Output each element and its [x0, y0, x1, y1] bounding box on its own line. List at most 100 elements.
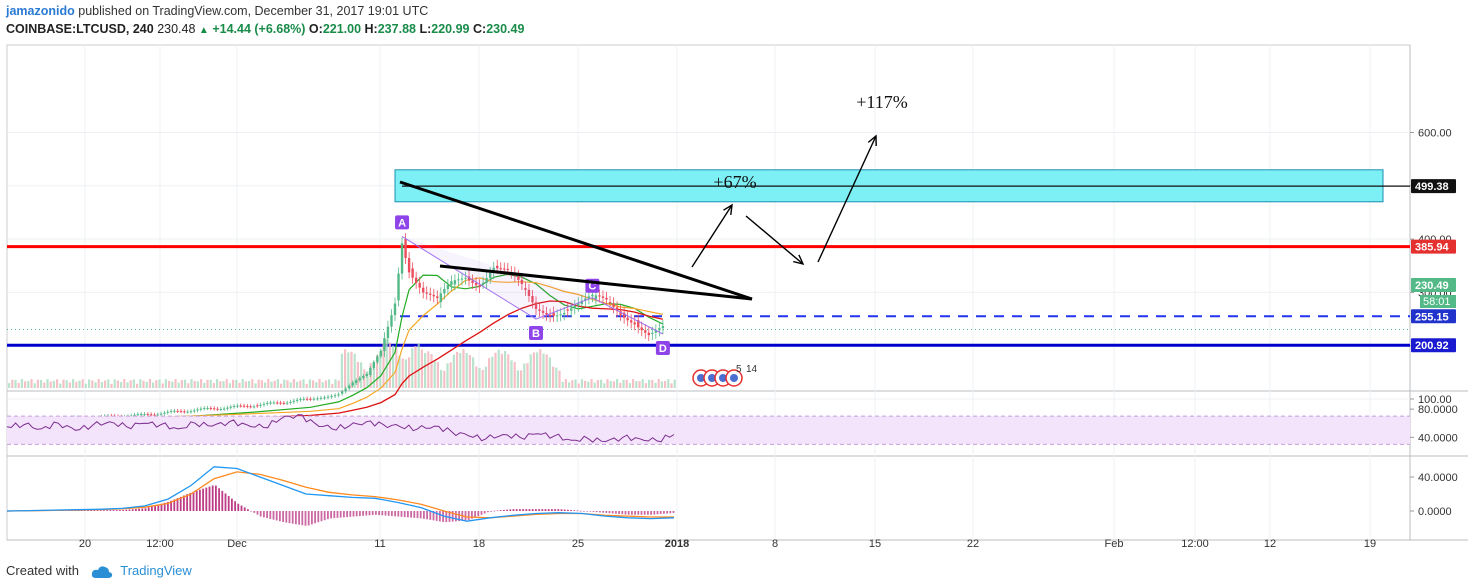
candle-body [330, 396, 333, 398]
macd-histogram-bar [189, 492, 192, 511]
macd-histogram-bar [221, 490, 224, 511]
candle-body [149, 414, 153, 416]
up-arrow-icon: ▲ [198, 25, 209, 36]
candle-body [130, 415, 133, 417]
candle-body [136, 414, 140, 416]
volume-bar [372, 361, 375, 388]
volume-bar [129, 380, 132, 388]
volume-bar [616, 379, 619, 388]
pattern-point-badge [529, 326, 543, 341]
volume-bar [228, 383, 231, 388]
macd-histogram-bar [173, 499, 176, 511]
macd-histogram-bar [365, 511, 368, 516]
macd-histogram-bar [144, 508, 147, 511]
candle-body [446, 284, 450, 289]
macd-histogram-bar [93, 510, 96, 511]
macd-histogram-bar [512, 509, 515, 511]
volume-bar [436, 362, 439, 388]
macd-histogram-bar [298, 511, 300, 525]
macd-histogram-bar [480, 511, 483, 515]
volume-bar [276, 379, 279, 388]
volume-bar [209, 379, 212, 388]
volume-bar [116, 380, 119, 388]
candle-body [563, 312, 566, 315]
volume-bar [289, 382, 292, 388]
author-name[interactable]: jamazonido [6, 4, 75, 18]
projection-arrow [691, 204, 733, 268]
macd-histogram-bar [515, 509, 518, 511]
price-level-label: 200.92 [1415, 340, 1449, 352]
macd-histogram-bar [455, 511, 457, 522]
macd-histogram-bar [490, 510, 492, 512]
volume-bar [62, 379, 65, 388]
macd-histogram-bar [467, 511, 470, 521]
candle-body [219, 408, 223, 410]
candle-body [414, 277, 418, 283]
volume-bar [526, 363, 529, 388]
volume-bar [350, 351, 353, 388]
macd-histogram-bar [557, 509, 560, 511]
tradingview-cloud-icon [91, 565, 112, 578]
candle-body [587, 296, 591, 299]
volume-bar [203, 382, 206, 388]
macd-histogram-bar [583, 511, 585, 512]
volume-bar [542, 353, 545, 388]
volume-bar [459, 353, 462, 388]
time-tick-label: 11 [374, 538, 385, 550]
time-tick-label: Dec [227, 538, 247, 550]
candle-body [534, 302, 538, 309]
volume-bar [529, 354, 532, 388]
candle-body [159, 413, 163, 415]
volume-bar [257, 379, 260, 388]
candle-body [584, 298, 587, 301]
volume-bar [632, 379, 635, 388]
candle-body [282, 402, 286, 404]
volume-bar [107, 379, 110, 388]
candle-body [358, 378, 361, 381]
macd-histogram-bar [637, 511, 640, 515]
rsi-tick-label: 80.0000 [1418, 404, 1458, 416]
macd-histogram-bar [128, 509, 131, 511]
candle-body [517, 276, 520, 280]
volume-bar [577, 383, 580, 388]
volume-bar [584, 380, 587, 388]
macd-histogram-bar [448, 511, 451, 522]
last-price: 230.48 [157, 22, 196, 36]
volume-bar [184, 379, 187, 388]
macd-histogram-bar [355, 511, 358, 517]
high-label: H: [364, 22, 378, 36]
candle-body [232, 405, 236, 407]
candle-body [319, 397, 323, 399]
volume-bar [523, 363, 526, 388]
macd-histogram-bar [317, 511, 320, 523]
macd-histogram-bar [429, 511, 432, 520]
candle-body [262, 403, 266, 405]
tradingview-link[interactable]: TradingView [120, 563, 192, 578]
macd-histogram-bar [83, 510, 86, 511]
event-flag-icon [697, 374, 705, 382]
volume-bar [174, 379, 177, 388]
volume-bar [376, 354, 379, 388]
volume-bar [574, 379, 577, 388]
bar-countdown-label: 58:01 [1423, 296, 1451, 308]
candle-body [299, 399, 302, 401]
candle-body [186, 411, 189, 413]
candle-body [629, 320, 633, 323]
candle-body [418, 282, 421, 288]
volume-bar [161, 383, 164, 388]
macd-histogram-bar [218, 488, 220, 511]
macd-histogram-bar [656, 511, 659, 515]
volume-bar [97, 379, 100, 388]
volume-bar [273, 380, 276, 388]
candle-body [163, 412, 166, 414]
volume-bar [609, 381, 612, 388]
macd-histogram-bar [295, 511, 297, 525]
volume-bar [200, 379, 203, 388]
macd-histogram-bar [627, 511, 630, 515]
arrow-head [723, 203, 733, 216]
volume-bar [318, 379, 321, 388]
volume-bar [382, 343, 385, 388]
price-tick-label: 100.00 [1418, 394, 1452, 406]
macd-histogram-bar [250, 511, 252, 512]
